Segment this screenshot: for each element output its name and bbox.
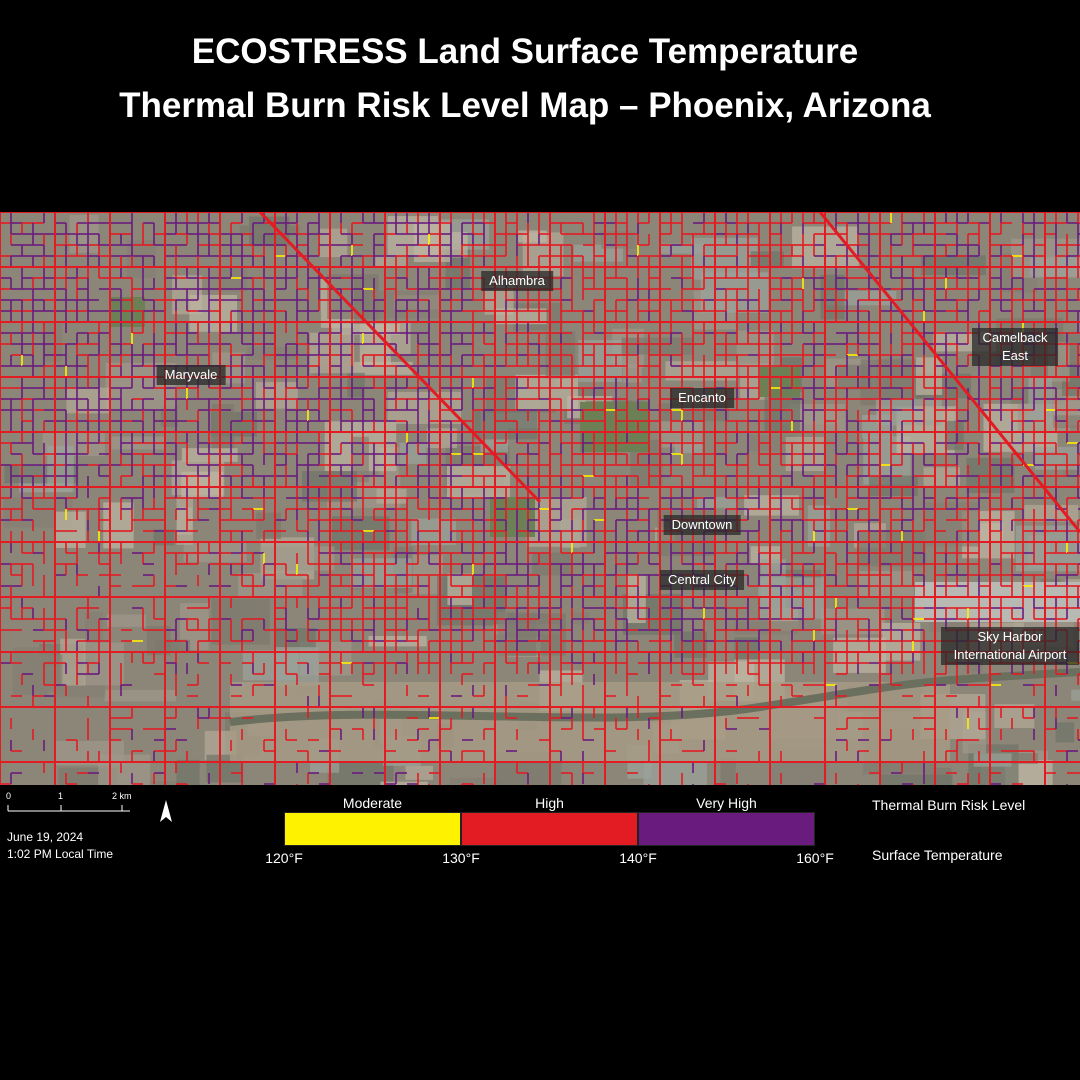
terrain xyxy=(405,765,433,780)
terrain xyxy=(495,308,547,325)
terrain xyxy=(103,502,134,549)
terrain xyxy=(446,466,511,499)
terrain xyxy=(450,777,500,785)
terrain xyxy=(807,505,831,547)
terrain xyxy=(750,546,781,564)
terrain xyxy=(868,475,918,496)
terrain xyxy=(256,512,281,540)
terrain xyxy=(980,523,1004,542)
terrain xyxy=(106,614,146,627)
terrain xyxy=(578,340,623,382)
terrain xyxy=(621,337,694,355)
terrain xyxy=(880,774,953,785)
terrain xyxy=(944,420,964,450)
terrain xyxy=(60,638,86,686)
terrain xyxy=(309,332,355,374)
airport xyxy=(915,582,1080,622)
terrain xyxy=(275,628,316,649)
terrain xyxy=(1071,689,1080,701)
terrain xyxy=(183,542,247,563)
terrain xyxy=(350,558,412,588)
terrain xyxy=(660,243,706,254)
terrain xyxy=(331,323,400,335)
terrain xyxy=(993,753,1038,764)
terrain xyxy=(697,496,737,508)
park xyxy=(760,367,800,397)
terrain xyxy=(720,757,736,785)
terrain xyxy=(353,361,413,375)
terrain xyxy=(47,445,74,492)
terrain xyxy=(643,761,707,785)
terrain xyxy=(211,404,235,449)
terrain xyxy=(98,754,151,785)
terrain xyxy=(734,621,799,635)
terrain xyxy=(255,382,298,409)
map xyxy=(0,212,1080,785)
terrain xyxy=(352,436,369,483)
terrain xyxy=(239,225,300,236)
terrain xyxy=(376,488,407,504)
terrain xyxy=(515,374,579,410)
terrain xyxy=(238,573,303,597)
terrain xyxy=(380,781,428,785)
terrain xyxy=(923,467,960,486)
terrain xyxy=(247,346,297,360)
terrain xyxy=(526,496,587,547)
terrain xyxy=(573,244,623,262)
title-line: ECOSTRESS Land Surface Temperature xyxy=(191,32,859,71)
terrain xyxy=(42,321,63,362)
terrain xyxy=(1034,446,1079,470)
terrain xyxy=(973,753,1012,767)
terrain xyxy=(104,689,177,702)
terrain xyxy=(674,631,708,658)
terrain xyxy=(921,255,986,276)
terrain xyxy=(320,228,348,258)
terrain xyxy=(1028,377,1053,425)
terrain xyxy=(83,642,124,686)
terrain xyxy=(518,230,547,243)
title-line: Thermal Burn Risk Level Map – Phoenix, A… xyxy=(119,86,931,125)
terrain xyxy=(744,495,799,516)
terrain xyxy=(1055,722,1075,743)
terrain xyxy=(860,359,926,406)
terrain xyxy=(176,759,200,785)
terrain xyxy=(833,637,886,673)
terrain xyxy=(411,518,457,546)
terrain xyxy=(368,290,442,319)
terrain xyxy=(217,266,248,292)
terrain xyxy=(748,434,796,452)
terrain xyxy=(627,575,646,624)
terrain xyxy=(211,598,270,645)
terrain xyxy=(13,647,49,696)
terrain xyxy=(375,255,407,267)
terrain xyxy=(994,704,1035,729)
terrain xyxy=(451,232,468,258)
terrain xyxy=(750,251,784,268)
terrain xyxy=(154,639,191,652)
